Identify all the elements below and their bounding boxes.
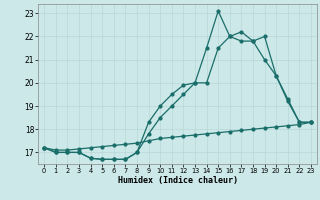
X-axis label: Humidex (Indice chaleur): Humidex (Indice chaleur) bbox=[118, 176, 238, 185]
